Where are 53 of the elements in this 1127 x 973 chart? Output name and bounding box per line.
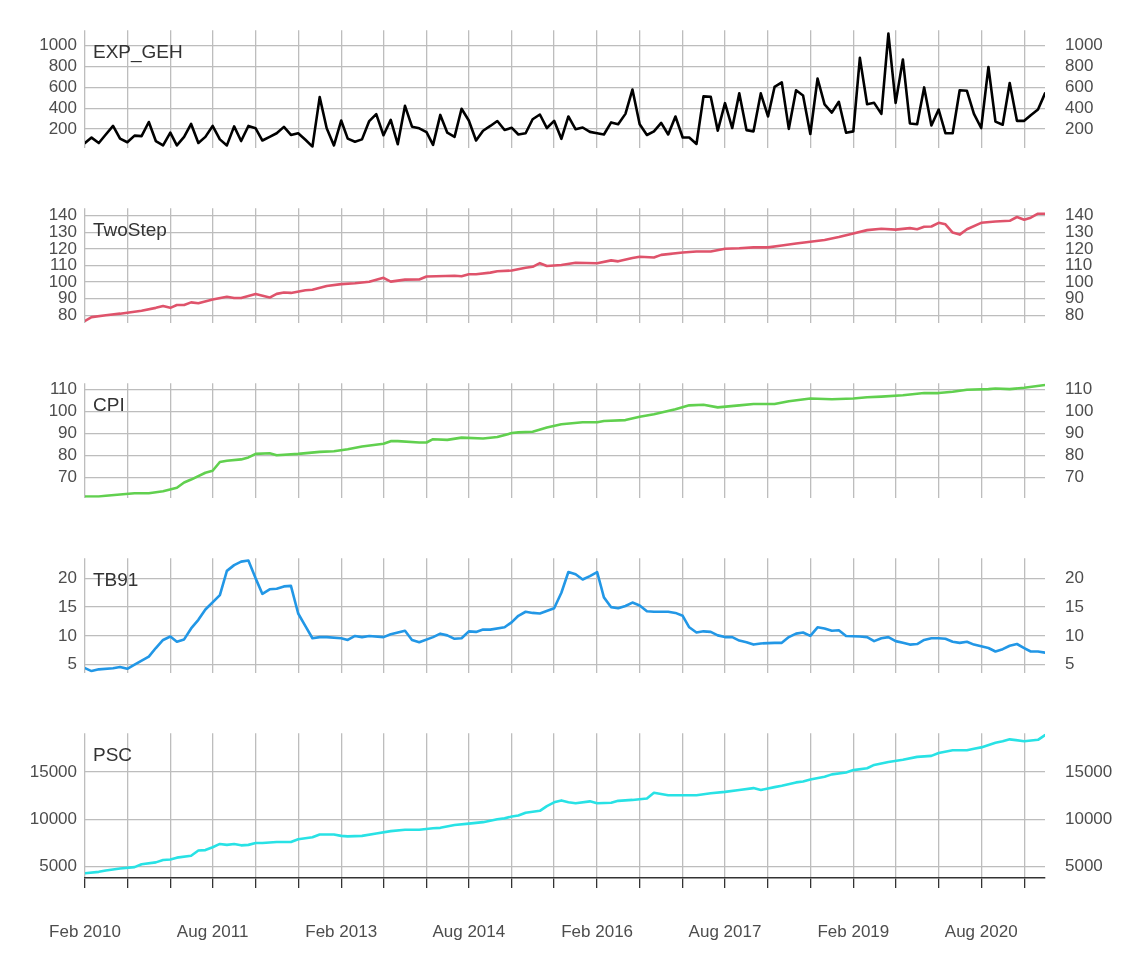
y2-tick-label: 600 (1065, 77, 1094, 97)
y2-tick-label: 100 (1065, 401, 1094, 421)
y2-tick-label: 10000 (1065, 809, 1113, 829)
y2-tick-label: 90 (1065, 288, 1084, 308)
y2-tick-label: 120 (1065, 238, 1094, 258)
y2-tick-label: 400 (1065, 97, 1094, 117)
y-tick-label: 110 (49, 379, 77, 399)
x-tick-label: Feb 2010 (49, 921, 121, 941)
y-tick-label: 90 (58, 423, 77, 443)
y-tick-label: 5000 (39, 856, 77, 876)
x-tick-label: Aug 2017 (688, 921, 762, 941)
y2-tick-label: 15 (1065, 596, 1084, 616)
text: EXP_GEH (93, 41, 183, 64)
y-tick-label: 80 (58, 445, 77, 465)
y-tick-label: 100 (48, 401, 77, 421)
y-tick-label: 1000 (39, 35, 77, 55)
text: TwoStep (93, 219, 167, 241)
y-tick-label: 400 (48, 97, 77, 117)
y-tick-label: 10000 (29, 809, 77, 829)
y-tick-label: 80 (58, 305, 77, 325)
y-tick-label: 120 (48, 238, 77, 258)
text: PSC (93, 744, 133, 766)
x-tick-label: Feb 2019 (817, 921, 890, 941)
y2-tick-label: 110 (1065, 379, 1093, 399)
y2-tick-label: 90 (1065, 423, 1084, 443)
x-tick-label: Feb 2016 (561, 921, 634, 941)
y2-tick-label: 1000 (1065, 35, 1103, 55)
y2-tick-label: 70 (1065, 467, 1084, 487)
y-tick-label: 15000 (29, 761, 77, 781)
y-tick-label: 10 (58, 625, 77, 645)
text: TB91 (93, 569, 139, 591)
y2-tick-label: 80 (1065, 305, 1084, 325)
y2-tick-label: 20 (1065, 568, 1084, 588)
y-tick-label: 5 (67, 654, 77, 674)
text: CPI (93, 394, 125, 416)
y-tick-label: 15 (58, 596, 77, 616)
y-tick-label: 200 (48, 118, 77, 138)
y-tick-label: 800 (48, 56, 77, 76)
y2-tick-label: 15000 (1065, 761, 1113, 781)
x-tick-label: Aug 2011 (176, 921, 249, 941)
y2-tick-label: 800 (1065, 56, 1094, 76)
y-tick-label: 70 (58, 467, 77, 487)
y-tick-label: 90 (58, 288, 77, 308)
x-tick-label: Feb 2013 (305, 921, 378, 941)
y2-tick-label: 80 (1065, 445, 1084, 465)
y-tick-label: 20 (58, 568, 77, 588)
y2-tick-label: 5000 (1065, 856, 1103, 876)
y-tick-label: 600 (48, 77, 77, 97)
x-tick-label: Aug 2020 (944, 921, 1018, 941)
y2-tick-label: 200 (1065, 118, 1094, 138)
y2-tick-label: 10 (1065, 625, 1084, 645)
x-tick-label: Aug 2014 (432, 921, 506, 941)
y2-tick-label: 5 (1065, 654, 1075, 674)
